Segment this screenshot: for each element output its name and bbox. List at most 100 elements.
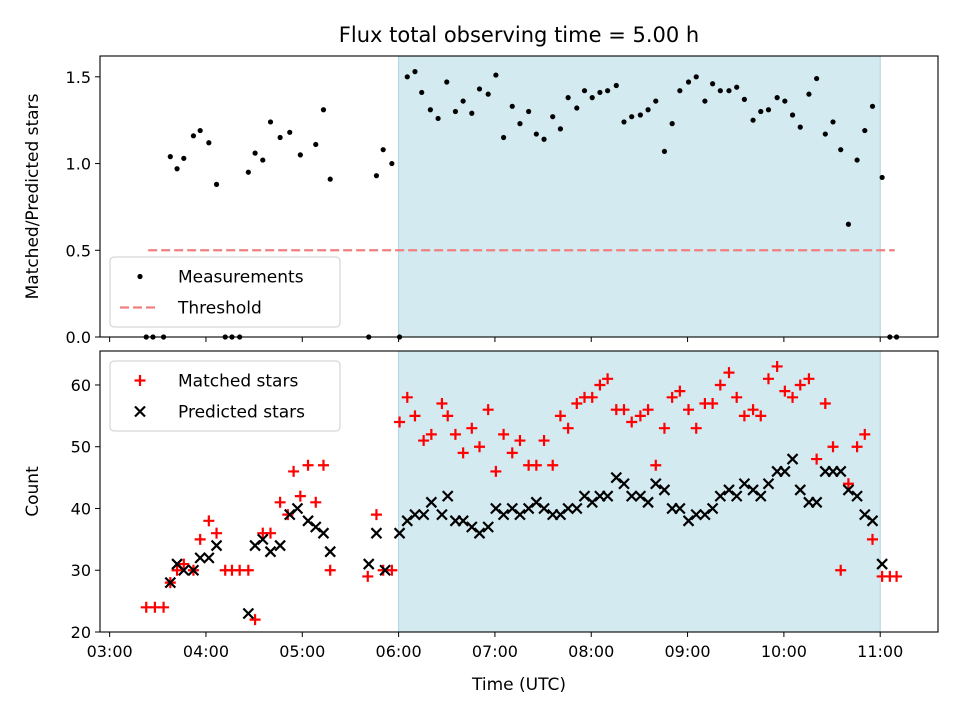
legend-label: Threshold [177, 299, 262, 319]
data-point-plus [683, 404, 695, 416]
data-point-plus [723, 367, 735, 379]
data-point-plus [755, 410, 767, 422]
data-point-x [441, 490, 454, 502]
data-point-x [649, 478, 662, 490]
data-point-dot [717, 88, 723, 94]
data-point-plus [674, 385, 686, 397]
data-point-dot [373, 173, 380, 179]
data-point-dot [557, 126, 564, 132]
data-point-dot [830, 119, 836, 125]
observing-window-span [398, 55, 881, 338]
data-point-plus [171, 564, 183, 576]
data-point-plus [242, 564, 254, 576]
data-point-dot [245, 169, 251, 175]
data-point-x [738, 478, 751, 490]
data-point-plus [747, 404, 759, 416]
data-point-plus [194, 533, 206, 545]
data-point-plus [731, 391, 743, 403]
data-point-dot [750, 117, 756, 123]
data-point-dot [476, 86, 483, 92]
data-point-dot [565, 95, 571, 101]
data-point-dot [174, 166, 180, 172]
legend-swatch-x [134, 405, 146, 418]
data-point-dot [509, 103, 515, 109]
data-point-plus [302, 459, 314, 471]
data-point-x [842, 484, 855, 496]
data-point-plus [602, 373, 614, 385]
data-point-dot [838, 147, 844, 153]
y-tick-label: 0.5 [66, 241, 91, 260]
data-point-dot [435, 115, 441, 122]
data-point-plus [762, 373, 774, 385]
data-point-dot [814, 75, 820, 82]
data-point-x [794, 484, 807, 496]
data-point-dot [597, 89, 603, 96]
data-point-plus [498, 428, 510, 440]
data-point-plus [819, 397, 831, 409]
legend-box [109, 256, 341, 328]
data-point-plus [787, 391, 799, 403]
data-point-dot [452, 108, 459, 115]
data-point-dot [412, 69, 418, 75]
data-point-dot [822, 131, 828, 137]
data-point-plus [618, 404, 630, 416]
data-point-dot [879, 174, 885, 181]
data-point-plus [626, 416, 638, 428]
data-point-plus [264, 527, 276, 539]
data-point-plus [457, 447, 469, 459]
data-point-plus [288, 465, 300, 477]
legend-box [109, 360, 341, 432]
data-point-plus [490, 465, 502, 477]
x-tick-label: 10:00 [761, 642, 807, 661]
data-point-dot [297, 152, 303, 158]
data-point-plus [842, 478, 854, 490]
data-point-dot [806, 91, 812, 97]
data-point-x [393, 527, 406, 539]
data-point-x [851, 490, 863, 502]
data-point-x [379, 564, 391, 577]
data-point-plus [779, 385, 791, 397]
data-point-plus [436, 397, 448, 409]
legend-swatch-dot [137, 273, 143, 280]
data-point-dot [726, 88, 732, 94]
data-point-plus [803, 373, 815, 385]
data-point-plus [859, 428, 871, 440]
data-point-dot [797, 124, 803, 130]
data-point-plus [658, 422, 670, 434]
data-point-plus [418, 435, 430, 447]
data-point-plus [562, 422, 574, 434]
data-point-x [786, 453, 799, 465]
data-point-dot [677, 88, 683, 94]
data-point-dot [526, 108, 532, 115]
data-point-plus [771, 360, 783, 372]
legend-label: Measurements [178, 268, 304, 288]
data-point-x [257, 533, 269, 546]
data-point-plus [666, 391, 678, 403]
data-point-x [425, 496, 438, 509]
data-point-dot [327, 176, 333, 182]
data-point-dot [404, 74, 410, 80]
data-point-x [601, 490, 614, 502]
data-point-dot [252, 150, 258, 156]
data-point-x [482, 521, 494, 533]
data-point-x [409, 508, 421, 521]
data-point-plus [835, 564, 847, 576]
top-panel-ratio: 0.0 0.5 1.0 1.5 Matched/Predicted stars Measu… [23, 55, 939, 347]
data-point-x [706, 502, 719, 515]
y-tick-label: 1.5 [66, 68, 91, 87]
data-point-plus [249, 614, 261, 626]
legend: Matched stars Predicted stars [109, 360, 341, 432]
x-axis-label: Time (UTC) [471, 675, 566, 695]
x-tick-label: 06:00 [376, 642, 422, 661]
data-point-dot [661, 148, 668, 155]
data-point-x [473, 527, 486, 539]
x-tick-label: 05:00 [279, 642, 325, 661]
data-point-dot [605, 88, 611, 94]
data-point-x [571, 502, 583, 515]
data-point-dot [613, 82, 619, 89]
data-point-x [242, 607, 255, 620]
y-tick-label: 20 [71, 623, 91, 642]
x-tick-label: 03:00 [87, 642, 133, 661]
data-point-plus [891, 570, 903, 582]
data-point-dot [741, 96, 747, 102]
